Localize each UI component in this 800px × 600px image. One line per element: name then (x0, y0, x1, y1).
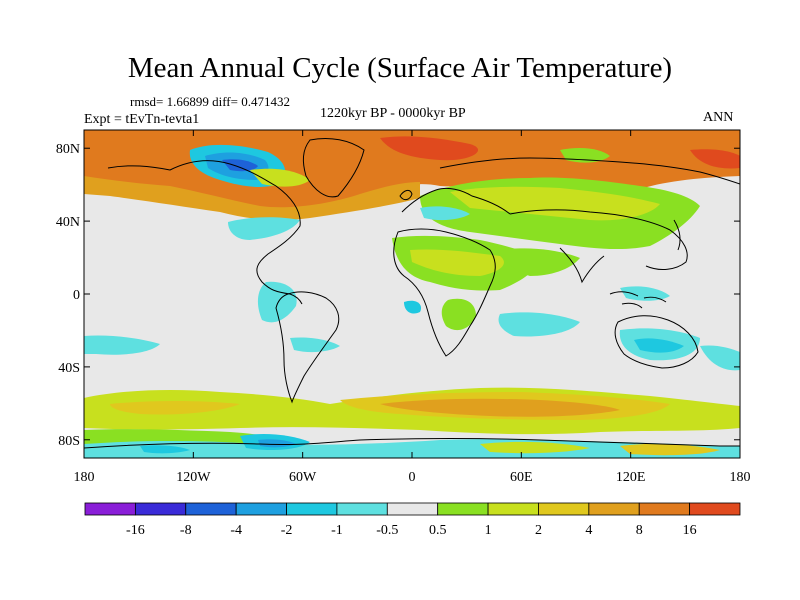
colorbar-label: 4 (585, 523, 592, 538)
siberia-coast (439, 157, 740, 185)
y-tick-label: 40N (56, 215, 80, 230)
colorbar-box (336, 502, 388, 516)
experiment-label: Expt = tEvTn-tevta1 (84, 112, 200, 127)
antarctica-coast (84, 438, 740, 449)
colorbar-label: -0.5 (376, 523, 398, 538)
south-america-coast (275, 291, 340, 404)
colorbar-label: -2 (281, 523, 293, 538)
colorbar-box (286, 502, 338, 516)
australia-coast (614, 315, 699, 369)
x-tick-label: 60W (289, 470, 317, 485)
colorbar-box (588, 502, 640, 516)
colorbar-label: 16 (683, 523, 697, 538)
colorbar-box (386, 502, 439, 516)
x-tick-label: 120W (176, 470, 211, 485)
map-axis-ticks: 80N 40N 0 40S 80S 180 120W 60W 0 60E 120E 180 (56, 130, 751, 485)
africa-arabia-warm-anomaly (392, 235, 580, 331)
x-tick-label: 180 (74, 470, 95, 485)
colorbar-label: -4 (230, 523, 242, 538)
southern-ocean-warm-band (84, 387, 740, 446)
japan-coast (673, 219, 681, 251)
asia-coast (509, 209, 688, 270)
season-label: ANN (703, 110, 734, 125)
rmsd-diff-stats: rmsd= 1.66899 diff= 0.471432 (130, 94, 290, 109)
colorbar-box (185, 502, 237, 516)
uk-coast (399, 189, 413, 201)
colorbar-box (487, 502, 539, 516)
colorbar-label: 8 (636, 523, 643, 538)
colorbar-box (638, 502, 691, 516)
colorbar-label: -8 (180, 523, 192, 538)
y-tick-label: 80N (56, 142, 80, 157)
x-tick-label: 120E (616, 470, 646, 485)
colorbar-box (437, 502, 489, 516)
tropical-cool-anomalies (84, 206, 740, 371)
colorbar-box (538, 502, 590, 516)
colorbar-box (235, 502, 287, 516)
north-america-coast (107, 160, 303, 305)
period-label: 1220kyr BP - 0000kyr BP (320, 106, 466, 121)
y-tick-label: 80S (58, 434, 80, 449)
colorbar-label: 0.5 (429, 523, 447, 538)
x-tick-label: 60E (510, 470, 533, 485)
eurasia-mild-anomaly (250, 148, 700, 250)
colorbar-label: 1 (485, 523, 492, 538)
colorbar-label: 2 (535, 523, 542, 538)
y-tick-label: 40S (58, 361, 80, 376)
colorbar-box (134, 502, 187, 516)
greenland-coast (302, 137, 365, 198)
indonesia-coast (609, 291, 667, 309)
chart-title: Mean Annual Cycle (Surface Air Temperatu… (127, 52, 673, 84)
x-tick-label: 0 (409, 470, 416, 485)
colorbar-box (84, 502, 136, 516)
x-tick-label: 180 (730, 470, 751, 485)
africa-coast (393, 228, 496, 357)
europe-coast (401, 187, 511, 215)
india-coast (559, 247, 605, 284)
y-tick-label: 0 (73, 288, 80, 303)
coastlines (84, 137, 740, 449)
colorbar-label: -1 (331, 523, 343, 538)
colorbar-label: -16 (126, 523, 145, 538)
colorbar-box (689, 502, 741, 516)
